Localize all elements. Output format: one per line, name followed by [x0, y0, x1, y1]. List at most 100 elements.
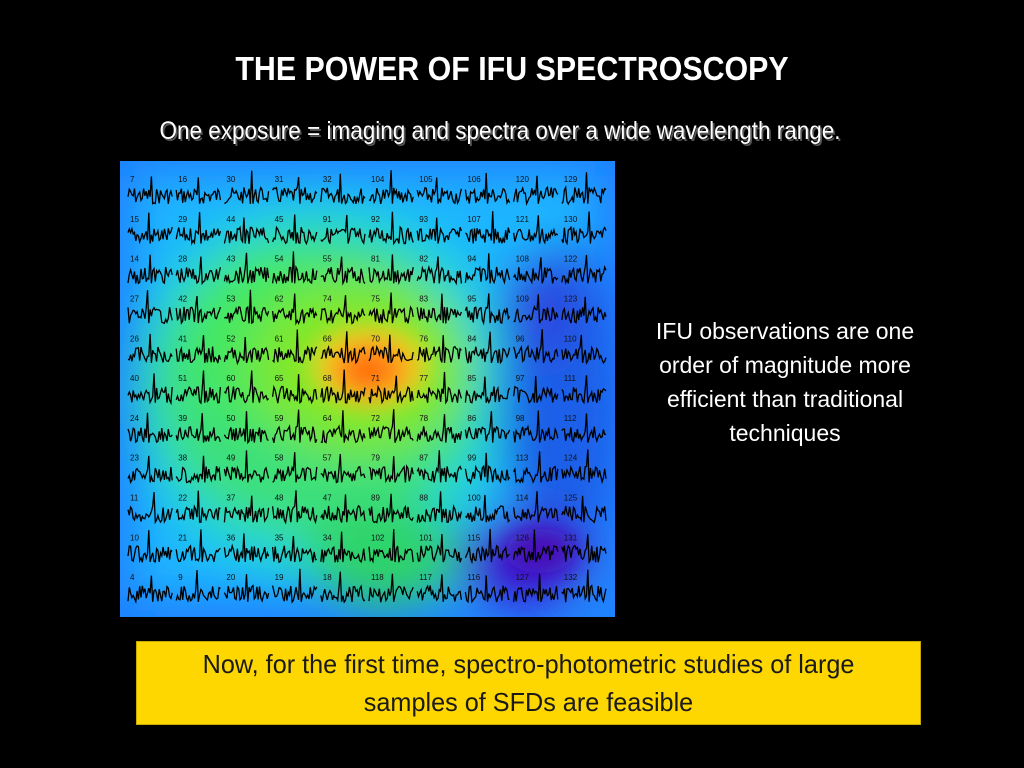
- fiber-label: 28: [178, 255, 187, 264]
- fiber-spectrum-trace: [464, 411, 511, 443]
- fiber-spectrum-trace: [561, 534, 607, 565]
- fiber-label: 41: [178, 334, 187, 343]
- fiber-spectrum-trace: [416, 335, 462, 363]
- fiber-spectrum-trace: [512, 175, 559, 207]
- fiber-label: 20: [226, 573, 235, 582]
- fiber-spectrum-trace: [368, 493, 414, 524]
- fiber-label: 122: [564, 255, 578, 264]
- fiber-label: 27: [130, 294, 139, 303]
- fiber-spectrum-trace: [320, 453, 366, 484]
- fiber-label: 110: [564, 334, 577, 343]
- fiber-spectrum-trace: [513, 294, 559, 324]
- fiber-spectrum-trace: [416, 491, 463, 524]
- fiber-label: 91: [323, 215, 332, 224]
- fiber-spectrum-trace: [271, 251, 318, 285]
- fiber-spectrum-trace: [223, 533, 270, 564]
- fiber-spectrum-trace: [416, 371, 463, 405]
- fiber-label: 52: [226, 334, 235, 343]
- fiber-label: 115: [467, 533, 480, 542]
- fiber-label: 72: [371, 414, 380, 423]
- fiber-label: 75: [371, 294, 380, 303]
- fiber-label: 108: [516, 255, 530, 264]
- fiber-spectrum-trace: [561, 172, 607, 206]
- fiber-spectrum-trace: [416, 177, 463, 206]
- fiber-label: 132: [564, 573, 578, 582]
- fiber-label: 89: [371, 494, 380, 503]
- fiber-spectrum-trace: [464, 293, 511, 326]
- fiber-spectrum-trace: [320, 331, 366, 365]
- fiber-label: 98: [516, 414, 525, 423]
- fiber-spectrum-trace: [175, 335, 222, 364]
- fiber-spectrum-trace: [368, 292, 414, 324]
- fiber-spectrum-trace: [223, 252, 270, 284]
- fiber-spectrum-trace: [464, 331, 511, 365]
- fiber-label: 66: [323, 334, 332, 343]
- fiber-spectrum-trace: [127, 176, 173, 205]
- fiber-spectrum-trace: [224, 289, 270, 325]
- fiber-label: 29: [178, 215, 187, 224]
- fiber-label: 47: [323, 494, 332, 503]
- fiber-spectrum-trace: [512, 329, 559, 364]
- fiber-spectrum-trace: [320, 295, 366, 325]
- fiber-label: 36: [226, 533, 235, 542]
- fiber-label: 114: [516, 494, 529, 503]
- fiber-spectrum-trace: [416, 414, 463, 444]
- fiber-spectrum-trace: [464, 253, 511, 285]
- fiber-label: 53: [226, 294, 235, 303]
- fiber-spectrum-trace: [272, 329, 318, 364]
- fiber-spectrum-trace: [561, 334, 607, 365]
- fiber-spectrum-trace: [175, 569, 221, 603]
- fiber-label: 81: [371, 255, 380, 264]
- fiber-label: 117: [419, 573, 432, 582]
- fiber-spectrum-trace: [175, 212, 222, 246]
- fiber-spectrum-trace: [320, 531, 366, 564]
- fiber-spectrum-trace: [368, 170, 414, 205]
- fiber-label: 48: [275, 494, 284, 503]
- fiber-label: 38: [178, 454, 187, 463]
- fiber-label: 71: [371, 374, 380, 383]
- fiber-spectrum-trace: [272, 177, 318, 204]
- fiber-spectrum-trace: [368, 334, 414, 364]
- fiber-label: 78: [419, 414, 428, 423]
- fiber-label: 49: [226, 454, 235, 463]
- fiber-label: 59: [275, 414, 284, 423]
- feasibility-callout: Now, for the first time, spectro-photome…: [136, 641, 921, 725]
- fiber-label: 131: [564, 533, 578, 542]
- fiber-spectrum-trace: [271, 535, 317, 564]
- fiber-label: 113: [516, 454, 529, 463]
- fiber-spectrum-trace: [464, 376, 511, 404]
- fiber-label: 120: [516, 175, 530, 184]
- fiber-label: 118: [371, 573, 384, 582]
- slide-subtitle: One exposure = imaging and spectra over …: [159, 117, 841, 145]
- fiber-label: 70: [371, 334, 380, 343]
- fiber-label: 87: [419, 454, 428, 463]
- fiber-spectrum-trace: [271, 568, 318, 604]
- fiber-label: 43: [226, 255, 235, 264]
- fiber-label: 106: [467, 175, 481, 184]
- fiber-label: 16: [178, 175, 187, 184]
- fiber-label: 31: [275, 175, 284, 184]
- fiber-label: 39: [178, 414, 187, 423]
- fiber-label: 35: [275, 533, 284, 542]
- fiber-spectrum-trace: [561, 413, 607, 444]
- fiber-spectrum-trace: [271, 409, 318, 444]
- fiber-label: 116: [467, 573, 480, 582]
- fiber-label: 129: [564, 175, 578, 184]
- fiber-spectrum-trace: [175, 295, 222, 325]
- fiber-label: 54: [275, 255, 284, 264]
- fiber-label: 104: [371, 175, 385, 184]
- ifu-spectra-map: 7 16 30 31 32 104 105 106 120 129 15 29 44 45 91 92 93 10…: [120, 161, 615, 617]
- fiber-label: 79: [371, 454, 380, 463]
- fiber-spectrum-trace: [320, 494, 366, 523]
- fiber-label: 4: [130, 573, 135, 582]
- fiber-label: 102: [371, 533, 385, 542]
- fiber-label: 130: [564, 215, 578, 224]
- fiber-spectrum-trace: [561, 449, 607, 485]
- fiber-label: 45: [275, 215, 284, 224]
- callout-text: Now, for the first time, spectro-photome…: [202, 649, 855, 717]
- fiber-label: 85: [467, 374, 476, 383]
- fiber-label: 94: [467, 255, 476, 264]
- fiber-label: 105: [419, 175, 433, 184]
